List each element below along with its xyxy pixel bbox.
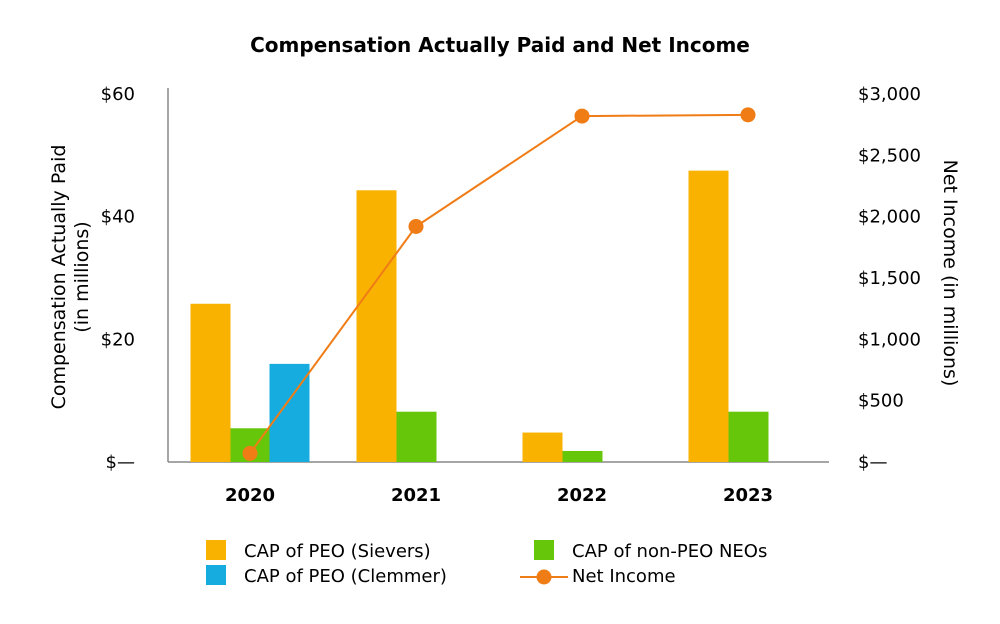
net-income-point-2021 — [408, 218, 424, 234]
right-tick-label: $1,000 — [858, 329, 921, 350]
legend-marker-net-income — [536, 569, 552, 585]
right-tick-labels: $— $500 $1,000 $1,500 $2,000 $2,500 $3,000 — [858, 84, 921, 473]
bars — [190, 170, 769, 462]
right-tick-label: $2,000 — [858, 207, 921, 228]
legend: CAP of PEO (Sievers) CAP of non-PEO NEOs C… — [206, 540, 767, 587]
legend-swatch-cap-of-peo-sievers — [206, 540, 226, 560]
net-income-line — [242, 107, 756, 461]
left-tick-label: $— — [106, 452, 135, 473]
right-tick-label: $3,000 — [858, 84, 921, 105]
legend-label-cap-of-peo-sievers: CAP of PEO (Sievers) — [244, 541, 431, 562]
bar-cap-of-non-peo-neos-2021 — [396, 411, 437, 462]
chart-title: Compensation Actually Paid and Net Incom… — [250, 33, 750, 57]
right-tick-label: $— — [858, 452, 887, 473]
net-income-point-2020 — [242, 445, 258, 461]
bar-cap-of-non-peo-neos-2023 — [728, 411, 769, 462]
net-income-point-2023 — [740, 107, 756, 123]
left-axis-label-line2: (in millions) — [71, 221, 93, 332]
net-income-point-2022 — [574, 108, 590, 124]
bar-cap-of-peo-sievers-2020 — [190, 303, 231, 462]
left-tick-label: $40 — [101, 207, 135, 228]
category-label-2020: 2020 — [225, 485, 275, 506]
right-axis-label: Net Income (in millions) — [939, 160, 961, 387]
legend-label-cap-of-peo-clemmer: CAP of PEO (Clemmer) — [244, 566, 447, 587]
bar-cap-of-peo-sievers-2022 — [522, 432, 563, 462]
left-axis-label: Compensation Actually Paid (in millions) — [48, 145, 93, 410]
category-labels: 2020 2021 2022 2023 — [225, 485, 773, 506]
right-tick-label: $1,500 — [858, 268, 921, 289]
left-axis-label-line1: Compensation Actually Paid — [48, 145, 70, 410]
left-tick-labels: $— $20 $40 $60 — [101, 84, 135, 473]
legend-label-net-income: Net Income — [572, 566, 676, 587]
right-tick-label: $2,500 — [858, 145, 921, 166]
bar-cap-of-peo-sievers-2023 — [688, 170, 729, 462]
category-label-2023: 2023 — [723, 485, 773, 506]
category-label-2021: 2021 — [391, 485, 441, 506]
category-label-2022: 2022 — [557, 485, 607, 506]
legend-swatch-cap-of-peo-clemmer — [206, 565, 226, 585]
right-tick-label: $500 — [858, 391, 904, 412]
legend-label-cap-of-non-peo-neos: CAP of non-PEO NEOs — [572, 541, 767, 562]
bar-cap-of-non-peo-neos-2022 — [562, 450, 603, 462]
legend-swatch-cap-of-non-peo-neos — [534, 540, 554, 560]
left-tick-label: $60 — [101, 84, 135, 105]
net-income-series-line — [249, 113, 749, 455]
left-tick-label: $20 — [101, 329, 135, 350]
bar-cap-of-peo-sievers-2021 — [356, 190, 397, 462]
